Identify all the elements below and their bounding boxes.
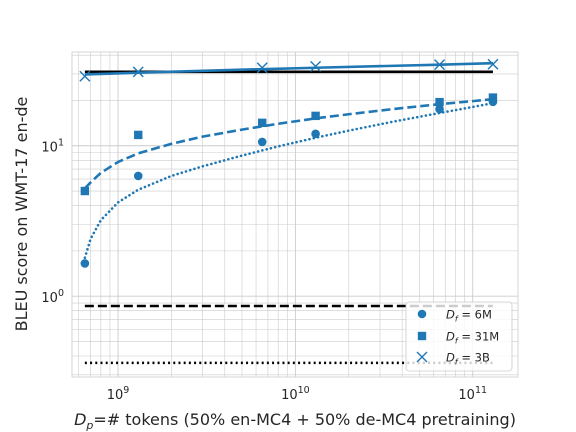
y-tick-label: 100 <box>41 288 64 306</box>
legend-label: Df = 3B <box>446 351 490 367</box>
x-tick-label: 1010 <box>281 385 310 403</box>
data-point-circle <box>311 129 320 139</box>
data-markers <box>79 58 499 268</box>
fit-lines <box>83 61 495 260</box>
fit-line-3 <box>84 61 493 76</box>
y-tick-label: 101 <box>41 138 64 156</box>
legend-label: Df = 31M <box>446 330 499 346</box>
legend: Df = 6M Df = 31M Df = 3B <box>405 301 513 372</box>
y-axis-label: BLEU score on WMT-17 en-de <box>12 97 31 332</box>
x-axis-label: Dp=# tokens (50% en-MC4 + 50% de-MC4 pre… <box>74 410 516 432</box>
legend-marker-square <box>417 331 427 341</box>
data-point-x <box>79 70 91 82</box>
data-point-circle <box>257 137 267 147</box>
data-point-x <box>487 58 499 70</box>
x-tick-labels: 109 1010 1011 <box>107 385 487 403</box>
legend-label: Df = 6M <box>446 308 492 324</box>
legend-box <box>405 301 513 372</box>
fit-line-1 <box>83 101 495 260</box>
data-point-x <box>434 59 446 71</box>
data-point-circle <box>435 104 444 114</box>
data-point-x <box>132 66 144 78</box>
data-point-square <box>435 97 444 107</box>
data-point-square <box>80 186 90 196</box>
y-tick-labels: 100 101 <box>41 138 64 306</box>
legend-marker-circle <box>417 309 427 319</box>
x-tick-label: 1011 <box>458 385 487 403</box>
x-tick-label: 109 <box>107 385 130 403</box>
data-point-x <box>310 60 322 72</box>
data-point-x <box>256 62 268 74</box>
data-point-circle <box>133 171 143 181</box>
data-point-square <box>134 130 143 140</box>
data-point-square <box>488 93 498 102</box>
fit-line-2 <box>83 97 494 190</box>
data-point-circle <box>80 259 90 268</box>
data-point-square <box>311 111 320 121</box>
legend-marker-x <box>416 351 428 363</box>
data-point-square <box>258 118 267 128</box>
grid <box>72 52 518 377</box>
